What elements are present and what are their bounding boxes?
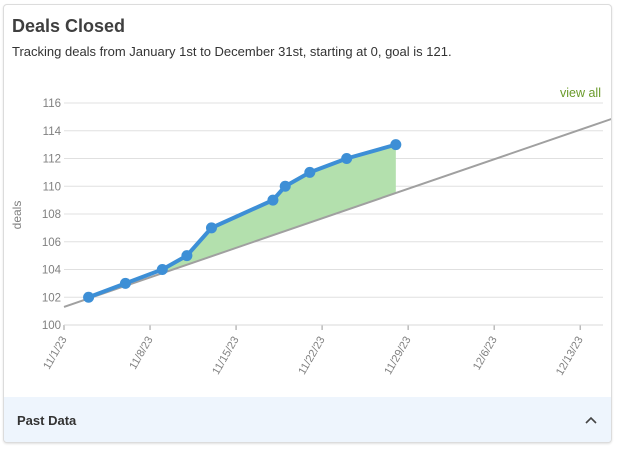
data-point[interactable] — [156, 264, 168, 275]
x-tick-label: 11/22/23 — [296, 335, 327, 377]
deals-closed-card: Deals Closed Tracking deals from January… — [3, 4, 612, 443]
data-point[interactable] — [83, 291, 95, 303]
x-tick-label: 11/29/23 — [382, 335, 413, 377]
data-point[interactable] — [267, 194, 279, 206]
card-subtitle: Tracking deals from January 1st to Decem… — [12, 44, 452, 59]
chart: 100 102 104 106 108 110 112 114 116 deals 11/1/23 1… — [4, 5, 611, 400]
y-tick-label: 104 — [42, 265, 62, 277]
x-tick-label: 11/1/23 — [41, 335, 69, 372]
x-tick-label: 11/15/23 — [210, 335, 241, 377]
actual-line — [87, 142, 397, 300]
y-tick-label: 106 — [42, 237, 61, 249]
y-tick-label: 114 — [43, 126, 62, 138]
past-data-label: Past Data — [17, 412, 77, 428]
chevron-up-icon[interactable] — [583, 412, 599, 428]
x-tick-label: 12/13/23 — [554, 335, 586, 378]
card-title: Deals Closed — [12, 16, 126, 36]
y-tick-label: 112 — [43, 154, 61, 166]
line-chart: 100 102 104 106 108 110 112 114 116 deals 11/1/23 1… — [10, 98, 611, 378]
data-point[interactable] — [205, 222, 217, 234]
x-tick-label: 11/8/23 — [127, 335, 155, 372]
data-point[interactable] — [341, 153, 353, 164]
y-tick-label: 116 — [43, 98, 61, 110]
data-point[interactable] — [390, 139, 402, 151]
data-point[interactable] — [119, 277, 131, 289]
y-tick-label: 108 — [42, 209, 61, 221]
x-tick-label: 12/6/23 — [471, 335, 500, 373]
past-data-accordion[interactable]: Past Data — [4, 397, 611, 442]
ahead-area — [162, 144, 396, 274]
data-point[interactable] — [304, 166, 316, 178]
data-point[interactable] — [279, 180, 291, 192]
y-axis-label: deals — [10, 201, 24, 230]
y-tick-label: 102 — [42, 292, 61, 304]
y-tick-label: 100 — [42, 320, 61, 332]
y-tick-label: 110 — [43, 181, 61, 193]
view-all-link[interactable]: view all — [560, 86, 601, 100]
data-point[interactable] — [181, 250, 193, 262]
